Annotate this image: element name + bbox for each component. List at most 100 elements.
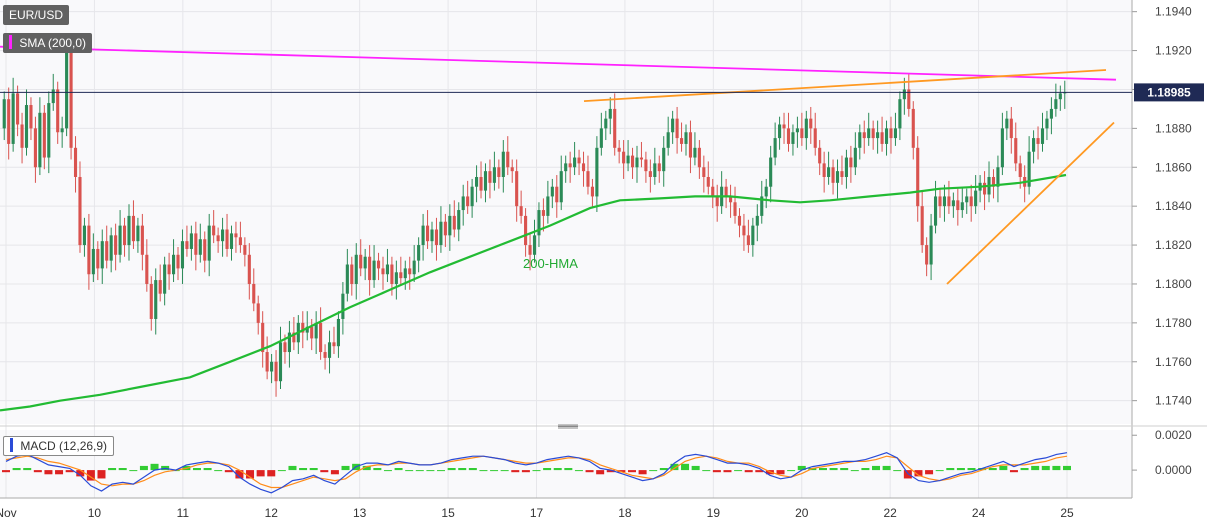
candle-body [163,264,167,294]
macd-histogram-bar [691,465,700,471]
candle-body [889,128,893,139]
macd-histogram-bar [235,470,244,479]
macd-histogram-bar [373,468,382,471]
macd-histogram-bar [681,463,690,471]
candle-body [853,147,857,168]
macd-histogram-bar [723,470,732,473]
macd-histogram-bar [776,470,785,475]
candle-body [595,147,599,197]
candle-body [261,322,265,353]
candle-body [38,112,42,168]
candle-body [729,196,733,203]
candle-body [822,163,826,177]
candle-body [991,176,996,187]
candle-body [965,196,969,203]
candle-body [983,182,987,195]
candle-body [33,128,37,168]
macd-histogram-bar [1052,465,1061,471]
hma-annotation: 200-HMA [523,256,578,271]
candle-body [564,163,568,172]
candle-body [688,132,693,158]
candle-body [234,233,238,238]
candle-body [185,241,189,249]
macd-histogram-bar [617,470,626,473]
candle-body [341,293,345,319]
candle-body [42,112,46,158]
candle-body [876,132,880,139]
candle-body [969,196,973,207]
candle-body [448,215,452,236]
candle-body [7,99,11,144]
macd-histogram-bar [479,470,488,472]
macd-indicator-label[interactable]: MACD (12,26,9) [3,436,115,456]
time-tick-label: 12 [265,506,279,520]
candle-body [778,124,782,139]
macd-histogram-bar [277,470,286,472]
candle-body [1005,118,1009,129]
candle-body [573,157,577,168]
candle-body [470,186,474,207]
macd-histogram-bar [458,468,467,471]
price-tick-label: 1.1820 [1155,238,1192,252]
candle-body [528,245,532,255]
price-tick-label: 1.1860 [1155,160,1192,174]
candle-body [608,108,612,119]
sma-indicator-label[interactable]: SMA (200,0) [3,33,93,53]
candle-body [515,171,519,207]
candle-body [501,151,505,177]
macd-histogram-bar [1063,465,1071,471]
macd-histogram-bar [1009,470,1018,473]
candle-body [243,245,247,255]
sma-indicator-text: SMA (200,0) [19,36,87,50]
candle-body [519,206,523,216]
candle-body [541,210,545,216]
candle-body [350,264,354,284]
candle-body [376,260,381,269]
candle-body [149,283,153,319]
macd-histogram-bar [150,463,159,471]
candle-body [880,132,884,144]
time-tick-label: 18 [618,506,632,520]
candle-body [385,264,390,275]
candle-body [795,128,799,133]
macd-histogram-bar [925,470,934,475]
time-tick-label: 20 [795,506,809,520]
macd-histogram-bar [988,468,997,471]
price-tick-label: 1.1920 [1155,44,1192,58]
candle-body [256,303,260,323]
macd-panel-bg [0,430,1132,498]
candle-body [403,268,407,279]
symbol-label[interactable]: EUR/USD [3,5,70,25]
macd-histogram-bar [999,465,1008,471]
candle-body [24,105,29,148]
macd-histogram-bar [129,470,138,472]
candle-body [73,147,78,177]
candle-body [742,225,746,236]
macd-histogram-bar [627,470,636,473]
macd-histogram-bar [574,470,583,472]
macd-histogram-bar [946,468,955,471]
candle-body [791,132,795,144]
time-tick-label: 22 [883,506,897,520]
candle-body [189,233,193,249]
candle-body [684,132,688,144]
candle-body [1049,108,1053,119]
candle-body [274,361,278,382]
macd-histogram-bar [967,468,976,471]
candle-body [327,342,332,358]
candle-body [368,256,372,281]
candle-body [238,237,242,246]
candle-body [310,326,314,339]
candle-body [666,132,670,148]
time-tick-label: 11 [177,506,190,520]
macd-histogram-bar [267,470,276,477]
candle-body [1045,118,1049,129]
candle-body [1040,128,1045,144]
candle-body [702,167,706,177]
candle-body [122,225,127,246]
candle-body [840,171,844,177]
candle-body [813,128,817,148]
candle-body [764,186,768,197]
